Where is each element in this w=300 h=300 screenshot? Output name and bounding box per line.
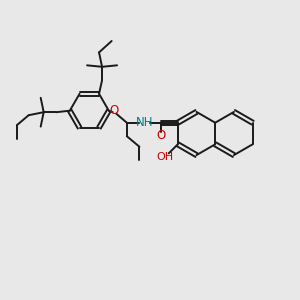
Text: O: O bbox=[157, 129, 166, 142]
Text: NH: NH bbox=[136, 116, 154, 129]
Text: O: O bbox=[110, 103, 119, 117]
Text: OH: OH bbox=[156, 152, 173, 162]
